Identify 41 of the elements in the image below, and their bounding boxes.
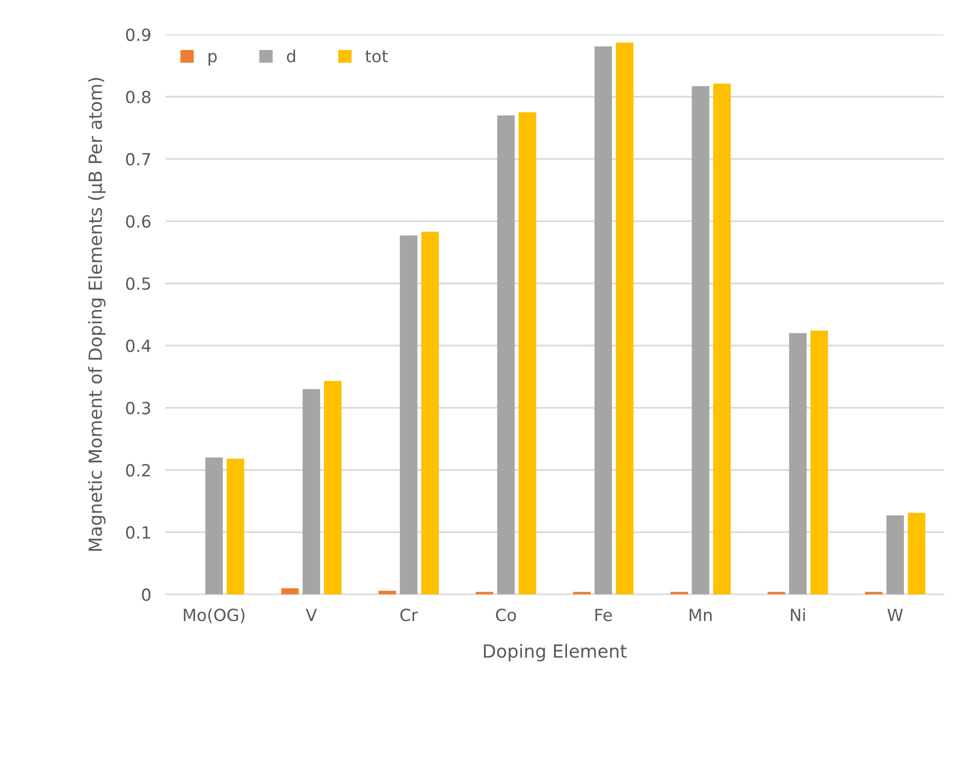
bar (324, 381, 342, 594)
x-tick-label: Ni (790, 608, 805, 621)
bar (378, 590, 396, 594)
bar (908, 512, 926, 594)
bar (205, 458, 223, 594)
bar (421, 232, 439, 594)
y-tick-label: 0 (142, 588, 150, 601)
bar (692, 86, 710, 594)
bar (886, 515, 904, 594)
y-tick-label: 0.8 (126, 90, 150, 104)
y-tick-label: 0.1 (126, 526, 150, 539)
y-tick-label: 0.9 (126, 28, 150, 42)
x-tick-label: Mo(OG) (184, 608, 244, 624)
bar (789, 333, 807, 594)
y-tick-label: 0.3 (126, 402, 150, 414)
y-tick-label: 0.6 (126, 215, 150, 228)
bar (518, 112, 536, 594)
bar (400, 235, 418, 594)
y-tick-label: 0.7 (126, 152, 150, 166)
y-axis-title: Magnetic Moment of Doping Elements (μB Per atom) (88, 78, 106, 551)
bar (616, 42, 634, 594)
bar (226, 458, 244, 594)
x-axis-title: Doping Element (484, 644, 627, 662)
bar (302, 389, 320, 594)
y-tick-label: 0.5 (126, 277, 150, 290)
bar (713, 84, 731, 594)
legend-label: p (208, 52, 217, 66)
y-tick-label: 0.4 (126, 340, 151, 352)
y-tick-label: 0.2 (126, 464, 150, 477)
bar (594, 46, 612, 594)
x-tick-label: Cr (400, 608, 418, 622)
legend-label: d (286, 50, 296, 62)
x-tick-label: Fe (595, 608, 612, 622)
x-tick-label: V (306, 608, 317, 621)
bar (281, 588, 299, 594)
x-tick-label: Mn (690, 608, 712, 621)
x-tick-label: Co (496, 608, 516, 622)
bar (810, 330, 828, 594)
bar (497, 115, 515, 594)
legend-label: tot (365, 50, 388, 62)
x-tick-label: W (887, 608, 903, 621)
